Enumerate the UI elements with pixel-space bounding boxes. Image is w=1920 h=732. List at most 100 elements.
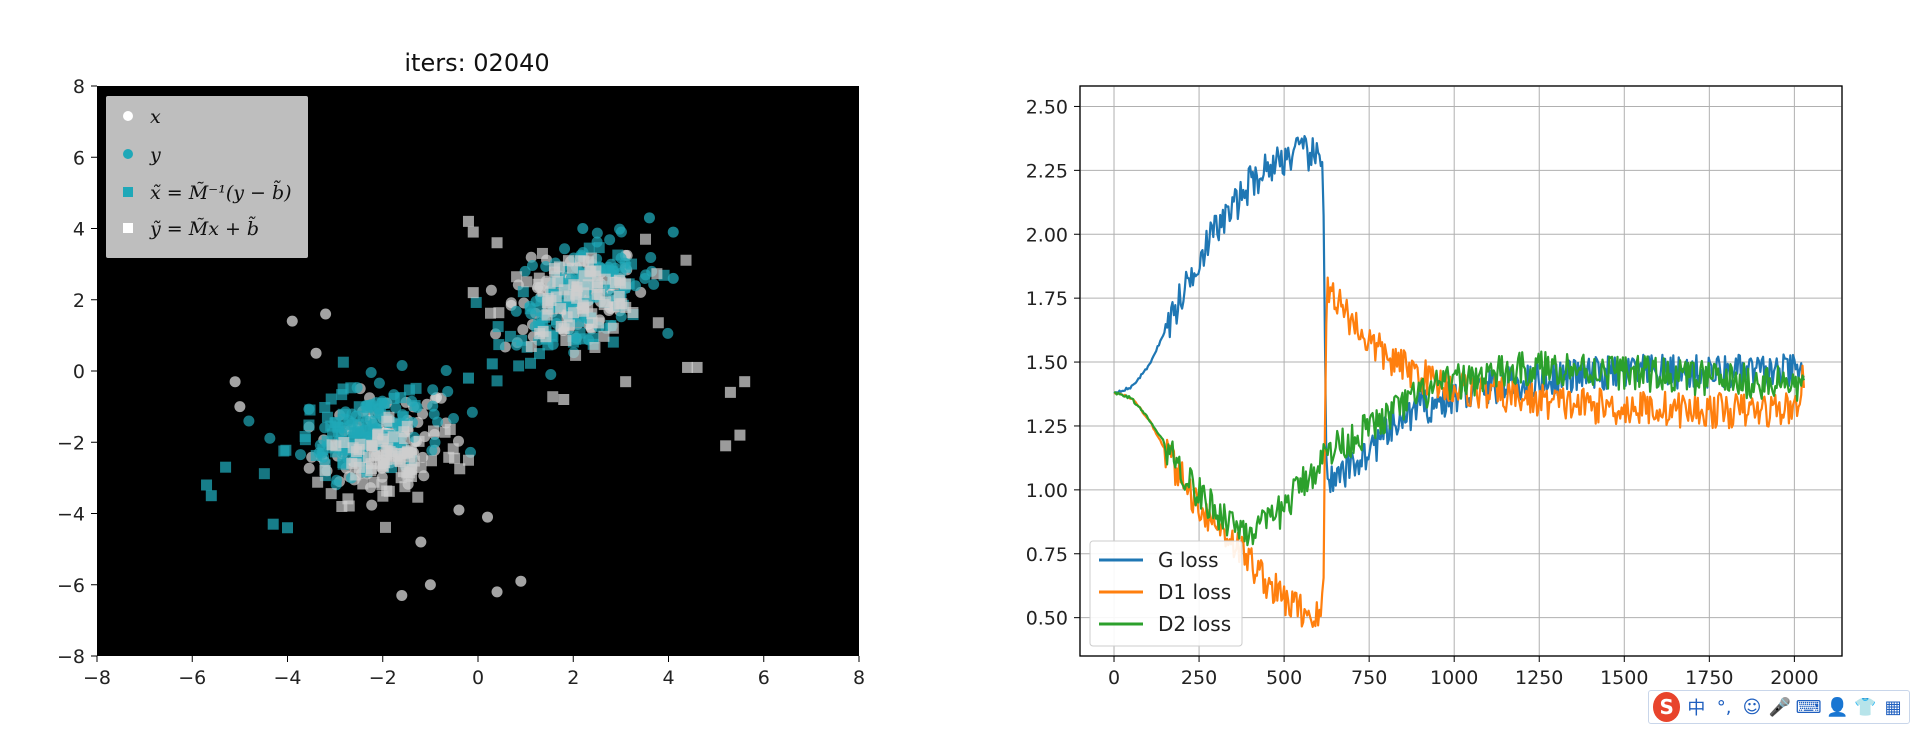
scatter-point-circle (396, 589, 408, 601)
scatter-point-square (337, 383, 349, 395)
legend-label-y-tilde: ỹ = M̃x + b̃ (149, 217, 259, 240)
scatter-point-square (335, 428, 347, 440)
scatter-point-square (391, 437, 403, 449)
scatter-point-square (627, 307, 639, 319)
scatter-point-square (410, 382, 422, 394)
scatter-point-square (338, 437, 350, 449)
scatter-point-circle (427, 400, 439, 412)
legend-marker-y-tilde (123, 223, 133, 233)
scatter-point-circle (540, 261, 552, 273)
scatter-point-square (357, 410, 369, 422)
user-icon[interactable]: 👤 (1826, 696, 1849, 718)
scatter-point-circle (320, 308, 332, 320)
scatter-point-square (377, 454, 389, 466)
scatter-point-circle (645, 251, 657, 263)
scatter-point-square (467, 226, 479, 238)
scatter-point-square (626, 258, 638, 270)
scatter-point-square (345, 382, 357, 394)
sogou-logo-icon[interactable]: S (1653, 692, 1681, 722)
scatter-point-square (542, 303, 554, 315)
scatter-point-square (533, 348, 545, 360)
scatter-point-square (353, 443, 365, 455)
scatter-y-tick-label: −2 (57, 432, 85, 454)
scatter-point-square (577, 305, 589, 317)
scatter-point-square (462, 372, 474, 384)
scatter-point-square (599, 273, 611, 285)
scatter-chart: iters: 02040 −8 −6 −4 −2 0 2 4 6 8−8−6−4−202468 … (57, 49, 865, 689)
loss-y-tick-label: 1.50 (1026, 352, 1068, 374)
scatter-x-tick-label: −8 (83, 667, 111, 689)
loss-chart: 0 250 500 750 1000 1250 1500 1750 2000 0.50 0.75 1.… (1026, 85, 1843, 689)
scatter-point-square (571, 281, 583, 293)
ime-toolbar[interactable]: S 中 °, ☺ 🎤 ⌨ 👤 👕 ▦ (1648, 690, 1910, 724)
punctuation-icon[interactable]: °, (1716, 696, 1732, 718)
scatter-point-square (427, 425, 439, 437)
scatter-point-circle (390, 402, 402, 414)
scatter-point-circle (330, 479, 342, 491)
scatter-point-square (567, 331, 579, 343)
legend-label-y: y (149, 144, 161, 166)
loss-x-tick-label: 750 (1351, 667, 1387, 689)
scatter-point-square (454, 463, 466, 475)
scatter-point-square (513, 360, 525, 372)
scatter-point-square (220, 461, 232, 473)
scatter-point-square (337, 458, 349, 470)
scatter-point-circle (429, 436, 441, 448)
scatter-y-tick-label: −6 (57, 575, 85, 597)
scatter-point-square (607, 336, 619, 348)
scatter-point-square (552, 275, 564, 287)
scatter-point-square (381, 485, 393, 497)
scatter-point-square (395, 472, 407, 484)
scatter-point-square (379, 521, 391, 533)
scatter-point-square (739, 376, 751, 388)
scatter-point-square (374, 408, 386, 420)
scatter-point-square (319, 464, 331, 476)
scatter-point-circle (517, 324, 529, 336)
scatter-point-square (547, 330, 559, 342)
loss-axis-ticks: 0 250 500 750 1000 1250 1500 1750 2000 0.50 0.75 1.… (1026, 96, 1819, 689)
microphone-icon[interactable]: 🎤 (1768, 696, 1791, 718)
legend-marker-x-tilde (123, 187, 133, 197)
scatter-point-square (312, 476, 324, 488)
emoji-icon[interactable]: ☺ (1742, 696, 1762, 718)
scatter-point-square (303, 419, 315, 431)
scatter-point-circle (294, 449, 306, 461)
scatter-point-circle (525, 251, 537, 263)
scatter-point-circle (453, 504, 465, 516)
scatter-point-square (403, 384, 415, 396)
loss-legend: G loss D1 loss D2 loss (1089, 540, 1243, 647)
scatter-point-square (652, 317, 664, 329)
scatter-point-square (342, 493, 354, 505)
loss-y-tick-label: 0.75 (1026, 544, 1068, 566)
scatter-point-square (447, 443, 459, 455)
scatter-point-square (310, 449, 322, 461)
loss-plot-border (1079, 85, 1843, 657)
keyboard-icon[interactable]: ⌨ (1795, 696, 1822, 718)
scatter-point-square (536, 247, 548, 259)
scatter-point-circle (526, 260, 538, 272)
grid-icon[interactable]: ▦ (1884, 696, 1902, 718)
chinese-input-icon[interactable]: 中 (1687, 698, 1706, 719)
scatter-point-square (319, 459, 331, 471)
loss-y-tick-label: 1.00 (1026, 480, 1068, 502)
scatter-point-circle (466, 406, 478, 418)
scatter-point-square (589, 341, 601, 353)
scatter-point-square (365, 463, 377, 475)
scatter-point-square (680, 254, 692, 266)
scatter-point-square (205, 490, 217, 502)
scatter-point-square (586, 308, 598, 320)
scatter-point-circle (559, 243, 571, 255)
scatter-x-tick-label: −4 (273, 667, 301, 689)
scatter-point-circle (615, 311, 627, 323)
scatter-point-square (325, 393, 337, 405)
scatter-point-square (591, 281, 603, 293)
scatter-y-tick-label: 8 (73, 76, 85, 98)
scatter-point-square (350, 469, 362, 481)
loss-y-tick-label: 2.00 (1026, 224, 1068, 246)
scatter-point-square (586, 317, 598, 329)
scatter-point-square (620, 301, 632, 313)
skin-icon[interactable]: 👕 (1854, 696, 1877, 718)
scatter-point-square (493, 339, 505, 351)
legend-marker-y (123, 149, 133, 159)
scatter-point-square (587, 332, 599, 344)
